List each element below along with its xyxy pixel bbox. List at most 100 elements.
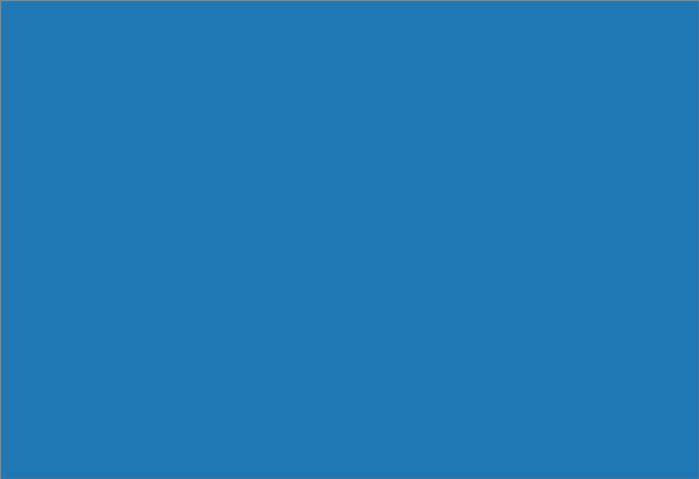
Text: 0.: 0.	[207, 238, 221, 251]
Text: 4.220: 4.220	[36, 318, 71, 331]
Text: 4.280: 4.280	[36, 258, 71, 271]
Text: 0.010: 0.010	[110, 418, 146, 431]
Bar	[181, 2, 241, 20]
Bar	[0, 374, 683, 394]
Text: 0.: 0.	[207, 418, 221, 431]
Text: 25.677: 25.677	[178, 338, 221, 351]
Text: mutex_trylock: mutex_trylock	[304, 117, 396, 130]
Text: 0.: 0.	[207, 357, 221, 370]
Text: computeB: computeB	[304, 98, 361, 111]
Text: 0.: 0.	[207, 377, 221, 390]
Text: computeA: computeA	[304, 137, 361, 150]
Bar	[683, 0, 699, 479]
Bar	[412, 2, 477, 20]
Text: ▼: ▼	[688, 466, 694, 476]
Bar	[0, 94, 683, 114]
Text: 0.: 0.	[207, 217, 221, 230]
Text: 3.370: 3.370	[36, 357, 71, 370]
Text: computeC: computeC	[304, 258, 361, 271]
Text: Timeline: Timeline	[352, 4, 402, 18]
Text: 4.860: 4.860	[36, 117, 71, 130]
Text: 0.: 0.	[207, 137, 221, 150]
Bar	[0, 154, 683, 174]
Text: 28.320: 28.320	[28, 98, 71, 111]
Text: 0: 0	[289, 158, 296, 171]
Text: computeI: computeI	[304, 238, 361, 251]
Text: 0.: 0.	[131, 437, 146, 451]
Bar	[0, 114, 683, 134]
Text: 0: 0	[289, 377, 296, 390]
Text: LeakList: LeakList	[420, 4, 469, 18]
Bar	[1, 1, 71, 22]
Text: 0.010: 0.010	[36, 398, 71, 411]
Text: 0: 0	[289, 297, 296, 310]
Text: 0: 0	[289, 418, 296, 431]
Bar	[555, 2, 643, 20]
Text: __sendsig: __sendsig	[304, 437, 368, 451]
Text: computeE: computeE	[304, 158, 361, 171]
Text: 0.: 0.	[207, 398, 221, 411]
Bar	[0, 334, 683, 354]
Text: 0.: 0.	[207, 158, 221, 171]
Text: 0: 0	[289, 457, 296, 470]
Text: computeJ: computeJ	[304, 217, 361, 230]
Text: Experiments: Experiments	[562, 4, 636, 18]
Text: 4.320: 4.320	[36, 137, 71, 150]
Bar	[683, 22, 699, 38]
Text: 0: 0	[289, 197, 296, 210]
Bar	[343, 2, 411, 20]
Bar	[683, 463, 699, 479]
Text: 0.: 0.	[207, 197, 221, 210]
Text: 0: 0	[289, 117, 296, 130]
Text: 0: 0	[289, 357, 296, 370]
Text: 0: 0	[289, 137, 296, 150]
Text: compute: compute	[304, 178, 354, 191]
Text: 84.430: 84.430	[28, 78, 71, 91]
Text: 4.860: 4.860	[110, 117, 146, 130]
Text: 0.: 0.	[207, 258, 221, 271]
Text: 4.220: 4.220	[110, 318, 146, 331]
Text: 0.: 0.	[207, 277, 221, 290]
Text: 4.280: 4.280	[110, 277, 146, 290]
Text: 0.: 0.	[207, 178, 221, 191]
Text: ▲: ▲	[688, 25, 694, 35]
Text: 4.300: 4.300	[36, 217, 71, 230]
Text: 0.: 0.	[207, 437, 221, 451]
Text: Statistics: Statistics	[489, 4, 543, 18]
Text: 0: 0	[289, 217, 296, 230]
Bar	[72, 2, 180, 20]
Text: 0.: 0.	[207, 98, 221, 111]
Text: 1.560: 1.560	[36, 377, 71, 390]
Text: <Total>: <Total>	[304, 78, 354, 91]
Text: 0: 0	[289, 178, 296, 191]
Bar	[478, 2, 554, 20]
Bar	[0, 22, 683, 74]
Text: do_work: do_work	[304, 338, 354, 351]
Text: Functions: Functions	[4, 5, 68, 18]
Bar	[0, 174, 683, 194]
Text: 0: 0	[289, 437, 296, 451]
Text: 4.290: 4.290	[36, 238, 71, 251]
Text: 0.010: 0.010	[110, 398, 146, 411]
Text: 4.320: 4.320	[110, 137, 146, 150]
Text: _cmutex_lock: _cmutex_lock	[304, 457, 389, 470]
Text: ⊟ User
CPU
(sec.): ⊟ User CPU (sec.)	[92, 32, 133, 65]
Text: __collector_write_record: __collector_write_record	[304, 418, 475, 431]
Text: computeH: computeH	[304, 277, 361, 290]
Text: 4.270: 4.270	[36, 297, 71, 310]
Text: 4.300: 4.300	[110, 217, 146, 230]
Text: 0.: 0.	[207, 457, 221, 470]
Text: 0: 0	[289, 277, 296, 290]
Bar	[242, 2, 342, 20]
Text: ⊟ Sync Wait
Count: ⊟ Sync Wait Count	[225, 37, 300, 59]
Bar	[0, 234, 683, 254]
Text: 4.280: 4.280	[110, 258, 146, 271]
Text: addone: addone	[304, 318, 347, 331]
Text: 19: 19	[282, 338, 296, 351]
Text: 0.: 0.	[207, 297, 221, 310]
Text: 4.280: 4.280	[36, 277, 71, 290]
Bar	[683, 38, 699, 68]
Text: ⊟ Sync
Wait
(sec.): ⊟ Sync Wait (sec.)	[167, 32, 208, 65]
Text: 0: 0	[289, 398, 296, 411]
Bar	[0, 294, 683, 314]
